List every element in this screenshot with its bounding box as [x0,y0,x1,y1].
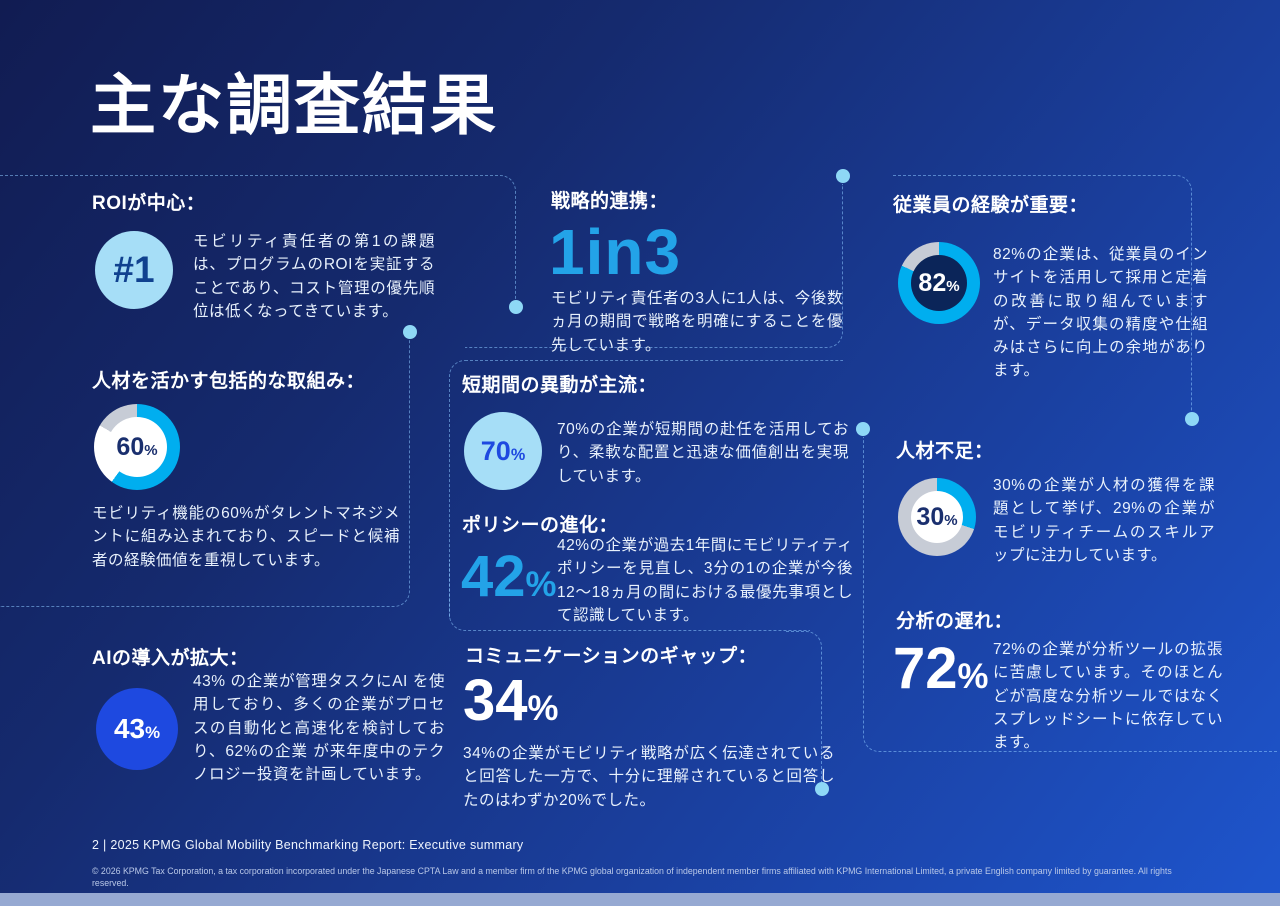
stat-value: 70% [480,435,526,466]
connector-dot [1185,412,1199,426]
connector-dot [403,325,417,339]
text-shortage: 30%の企業が人材の獲得を課題として挙げ、29%の企業がモビリティチームのスキル… [993,477,1215,564]
text-shortterm: 70%の企業が短期間の赴任を活用しており、柔軟な配置と迅速な価値創出を実現してい… [557,421,849,485]
connector-dot [509,300,523,314]
page-edge [0,893,1280,906]
heading-communication: コミュニケーションのギャップ： [465,646,758,667]
heading-roi: ROIが中心： [92,193,206,214]
donut-center: 82% [911,255,967,311]
dashed-connector-roi [0,175,516,303]
connector-dot [836,169,850,183]
donut-chart-82: 82% [898,242,980,324]
stat-badge-70: 70% [464,412,542,490]
text-analytics: 72%の企業が分析ツールの拡張に苦慮しています。そのほとんどが高度な分析ツールで… [993,641,1223,751]
text-communication: 34%の企業がモビリティ戦略が広く伝達されていると回答した一方で、十分に理解され… [463,745,835,809]
heading-ai: AIの導入が拡大： [92,648,249,669]
heading-talent: 人材を活かす包括的な取組み： [92,371,366,392]
stat-badge-number-one: #1 [95,231,173,309]
stat-42: 42% [461,544,557,609]
heading-shortterm: 短期間の異動が主流： [462,375,658,396]
stat-value: 82% [918,268,960,297]
stat-value: 43% [113,713,161,744]
dashed-connector-talent [0,340,410,607]
page-title: 主な調査結果 [90,68,498,142]
heading-policy: ポリシーの進化： [462,515,619,536]
stat-72: 72% [893,636,989,701]
dashed-connector-strategy [465,184,843,348]
stat-34: 34% [463,668,559,733]
stat-value: #1 [113,249,155,290]
connector-dot [815,782,829,796]
dashed-connector-communication [786,631,822,783]
heading-employee: 従業員の経験が重要： [893,195,1089,216]
copyright-notice: © 2026 KPMG Tax Corporation, a tax corpo… [92,866,1172,888]
stat-one-in-three: 1in3 [549,216,682,288]
dashed-connector-shortterm [449,360,843,618]
dashed-connector-analytics [863,437,1278,752]
page-footer: 2 | 2025 KPMG Global Mobility Benchmarki… [92,838,524,852]
donut-chart-30: 30% [898,478,976,556]
stat-value: 60% [116,432,158,461]
heading-shortage: 人材不足： [896,441,994,462]
text-roi: モビリティ責任者の第1の課題は、プログラムのROIを実証することであり、コスト管… [193,233,435,320]
dashed-connector-policy [449,560,810,631]
stat-value: 30% [916,502,958,531]
donut-center: 30% [911,491,963,543]
heading-analytics: 分析の遅れ： [896,611,1014,632]
donut-center: 60% [107,417,167,477]
stat-badge-43: 43% [96,688,178,770]
text-ai: 43% の企業が管理タスクにAI を使用しており、多くの企業がプロセスの自動化と… [193,673,445,783]
connector-dot [856,422,870,436]
text-employee: 82%の企業は、従業員のインサイトを活用して採用と定着の改善に取り組んでいますが… [993,246,1208,380]
dashed-connector-employee [893,175,1192,417]
text-talent: モビリティ機能の60%がタレントマネジメントに組み込まれており、スピードと候補者… [92,505,400,569]
text-policy: 42%の企業が過去1年間にモビリティティポリシーを見直し、3分の1の企業が今後1… [557,537,853,624]
donut-chart-60: 60% [94,404,180,490]
heading-strategy: 戦略的連携： [551,191,669,212]
text-strategy: モビリティ責任者の3人に1人は、今後数ヵ月の期間で戦略を明確にすることを優先して… [551,290,843,354]
